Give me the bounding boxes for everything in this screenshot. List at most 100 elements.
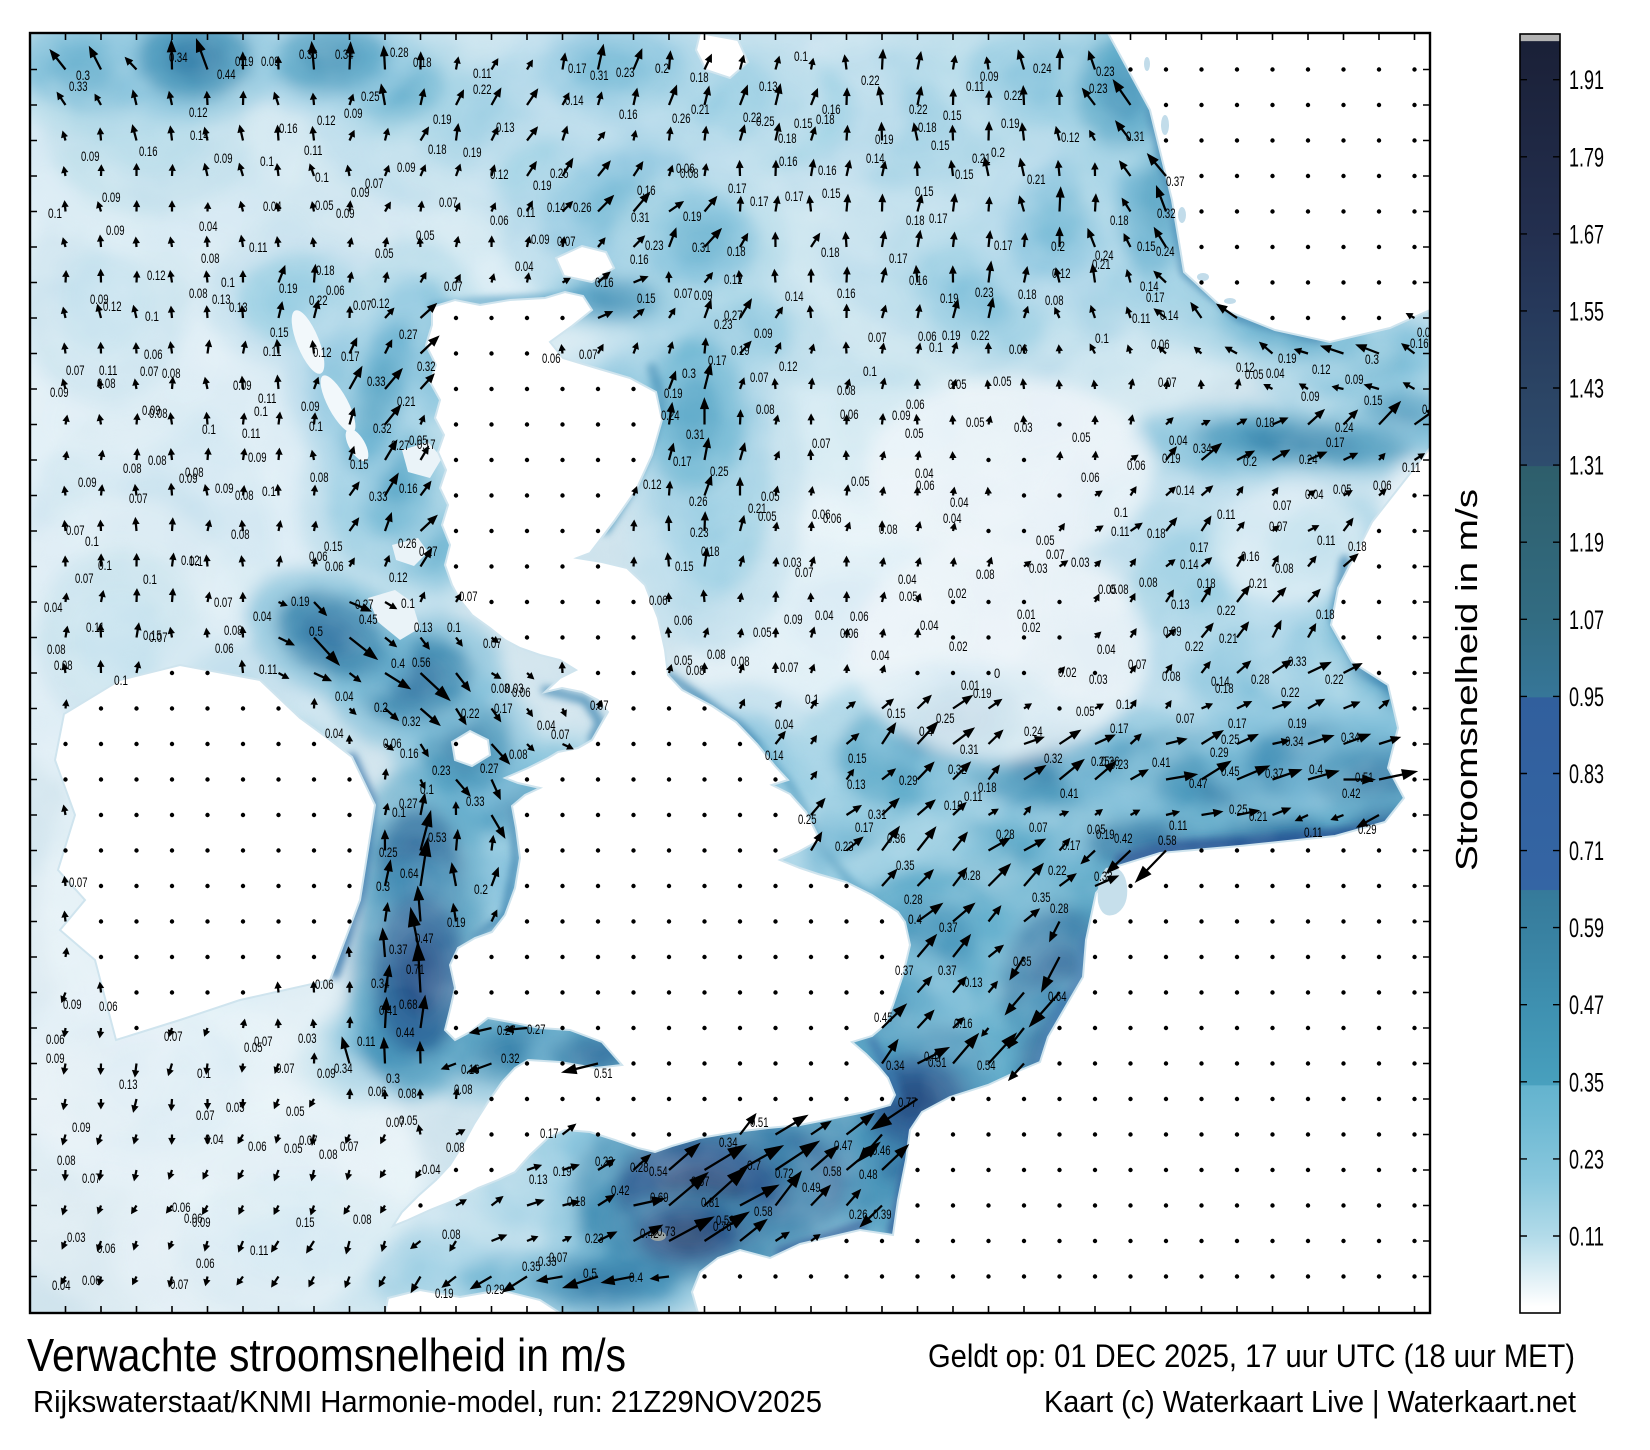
svg-text:0.4: 0.4: [391, 655, 405, 671]
svg-text:0.06: 0.06: [1373, 477, 1392, 493]
svg-text:0.69: 0.69: [650, 1189, 669, 1205]
svg-text:0.08: 0.08: [57, 1152, 76, 1168]
svg-text:0.76: 0.76: [713, 1218, 732, 1234]
svg-text:0.19: 0.19: [942, 327, 961, 343]
svg-text:0.16: 0.16: [909, 272, 928, 288]
svg-text:0.09: 0.09: [351, 184, 370, 200]
svg-text:0.04: 0.04: [1169, 432, 1188, 448]
svg-text:0.19: 0.19: [731, 342, 750, 358]
svg-text:0.05: 0.05: [315, 197, 334, 213]
svg-text:0.09: 0.09: [214, 150, 233, 166]
svg-text:0.33: 0.33: [466, 793, 485, 809]
svg-text:0.2: 0.2: [1243, 453, 1257, 469]
svg-text:0.08: 0.08: [148, 452, 167, 468]
svg-text:0.4: 0.4: [629, 1269, 643, 1285]
svg-text:0.32: 0.32: [501, 1050, 520, 1066]
svg-text:0.21: 0.21: [691, 101, 710, 117]
svg-text:0.21: 0.21: [1092, 256, 1111, 272]
svg-text:0.09: 0.09: [1345, 371, 1364, 387]
svg-text:0.16: 0.16: [1410, 335, 1429, 351]
svg-text:0.17: 0.17: [750, 193, 769, 209]
svg-text:0.23: 0.23: [1089, 80, 1108, 96]
svg-text:0.07: 0.07: [276, 1060, 295, 1076]
svg-text:0.03: 0.03: [67, 1229, 86, 1245]
svg-text:0.07: 0.07: [868, 329, 887, 345]
svg-text:0.17: 0.17: [568, 60, 587, 76]
svg-text:0.11: 0.11: [1169, 817, 1188, 833]
svg-text:0.16: 0.16: [279, 120, 298, 136]
svg-text:0.4: 0.4: [908, 911, 922, 927]
svg-text:0.19: 0.19: [447, 914, 466, 930]
svg-text:0.4: 0.4: [919, 723, 933, 739]
svg-text:0.07: 0.07: [1176, 710, 1195, 726]
svg-text:0.04: 0.04: [325, 725, 344, 741]
svg-text:0.08: 0.08: [319, 1146, 338, 1162]
svg-text:0.07: 0.07: [164, 1028, 183, 1044]
svg-text:0.34: 0.34: [1285, 733, 1304, 749]
svg-text:0.12: 0.12: [724, 271, 743, 287]
svg-text:0.59: 0.59: [716, 1212, 735, 1228]
svg-text:0.81: 0.81: [701, 1194, 720, 1210]
svg-text:0.14: 0.14: [1160, 307, 1179, 323]
svg-text:0.01: 0.01: [961, 677, 980, 693]
svg-text:0.05: 0.05: [226, 1099, 245, 1115]
svg-text:0.08: 0.08: [224, 622, 243, 638]
svg-text:0.08: 0.08: [189, 285, 208, 301]
svg-text:0.05: 0.05: [375, 245, 394, 261]
svg-text:0.01: 0.01: [1017, 606, 1036, 622]
svg-text:0.22: 0.22: [1185, 638, 1204, 654]
svg-text:0.17: 0.17: [1062, 837, 1081, 853]
svg-text:0.31: 0.31: [631, 209, 650, 225]
svg-text:0.15: 0.15: [350, 456, 369, 472]
svg-text:0.05: 0.05: [905, 425, 924, 441]
svg-text:0.07: 0.07: [795, 564, 814, 580]
svg-text:0.19: 0.19: [279, 280, 298, 296]
svg-text:0.19: 0.19: [664, 385, 683, 401]
svg-text:0.18: 0.18: [727, 243, 746, 259]
svg-text:0.1: 0.1: [85, 533, 99, 549]
svg-text:0.33: 0.33: [538, 1253, 557, 1269]
svg-text:0.23: 0.23: [616, 64, 635, 80]
svg-text:0.07: 0.07: [129, 490, 148, 506]
svg-text:0.04: 0.04: [943, 510, 962, 526]
svg-text:0.13: 0.13: [229, 299, 248, 315]
svg-text:0.09: 0.09: [106, 222, 125, 238]
svg-text:0.19: 0.19: [235, 53, 254, 69]
svg-text:0.35: 0.35: [522, 1258, 541, 1274]
svg-text:0.05: 0.05: [753, 624, 772, 640]
svg-text:0.14: 0.14: [547, 199, 566, 215]
svg-text:0.05: 0.05: [674, 652, 693, 668]
svg-text:0.05: 0.05: [244, 1039, 263, 1055]
svg-text:0.11: 0.11: [1217, 506, 1236, 522]
svg-text:0.14: 0.14: [190, 127, 209, 143]
svg-text:0.18: 0.18: [428, 141, 447, 157]
svg-text:0.14: 0.14: [565, 92, 584, 108]
svg-text:0.06: 0.06: [248, 1138, 267, 1154]
svg-text:0.07: 0.07: [1029, 819, 1048, 835]
svg-text:1.55: 1.55: [1569, 296, 1604, 326]
svg-text:0.05: 0.05: [284, 1140, 303, 1156]
svg-text:0.2: 0.2: [374, 699, 388, 715]
svg-text:0.07: 0.07: [299, 1132, 318, 1148]
svg-text:0.37: 0.37: [389, 941, 408, 957]
svg-text:0.04: 0.04: [898, 571, 917, 587]
svg-text:0.16: 0.16: [399, 480, 418, 496]
svg-text:1.07: 1.07: [1569, 605, 1604, 635]
svg-text:0.59: 0.59: [1569, 913, 1604, 943]
svg-text:0.1: 0.1: [260, 153, 274, 169]
svg-text:0.06: 0.06: [184, 1210, 203, 1226]
svg-text:0.15: 0.15: [931, 137, 950, 153]
svg-text:0.04: 0.04: [1417, 324, 1436, 340]
svg-text:0.06: 0.06: [1151, 336, 1170, 352]
svg-text:0.21: 0.21: [1027, 171, 1046, 187]
svg-text:0.26: 0.26: [672, 110, 691, 126]
svg-text:0.08: 0.08: [353, 1211, 372, 1227]
svg-text:0.42: 0.42: [611, 1182, 630, 1198]
svg-text:0.17: 0.17: [673, 453, 692, 469]
svg-text:0.22: 0.22: [473, 81, 492, 97]
svg-text:0.06: 0.06: [916, 477, 935, 493]
svg-text:0.1: 0.1: [420, 781, 434, 797]
svg-text:0.16: 0.16: [139, 143, 158, 159]
svg-text:0.17: 0.17: [540, 1125, 559, 1141]
svg-text:0.22: 0.22: [461, 705, 480, 721]
